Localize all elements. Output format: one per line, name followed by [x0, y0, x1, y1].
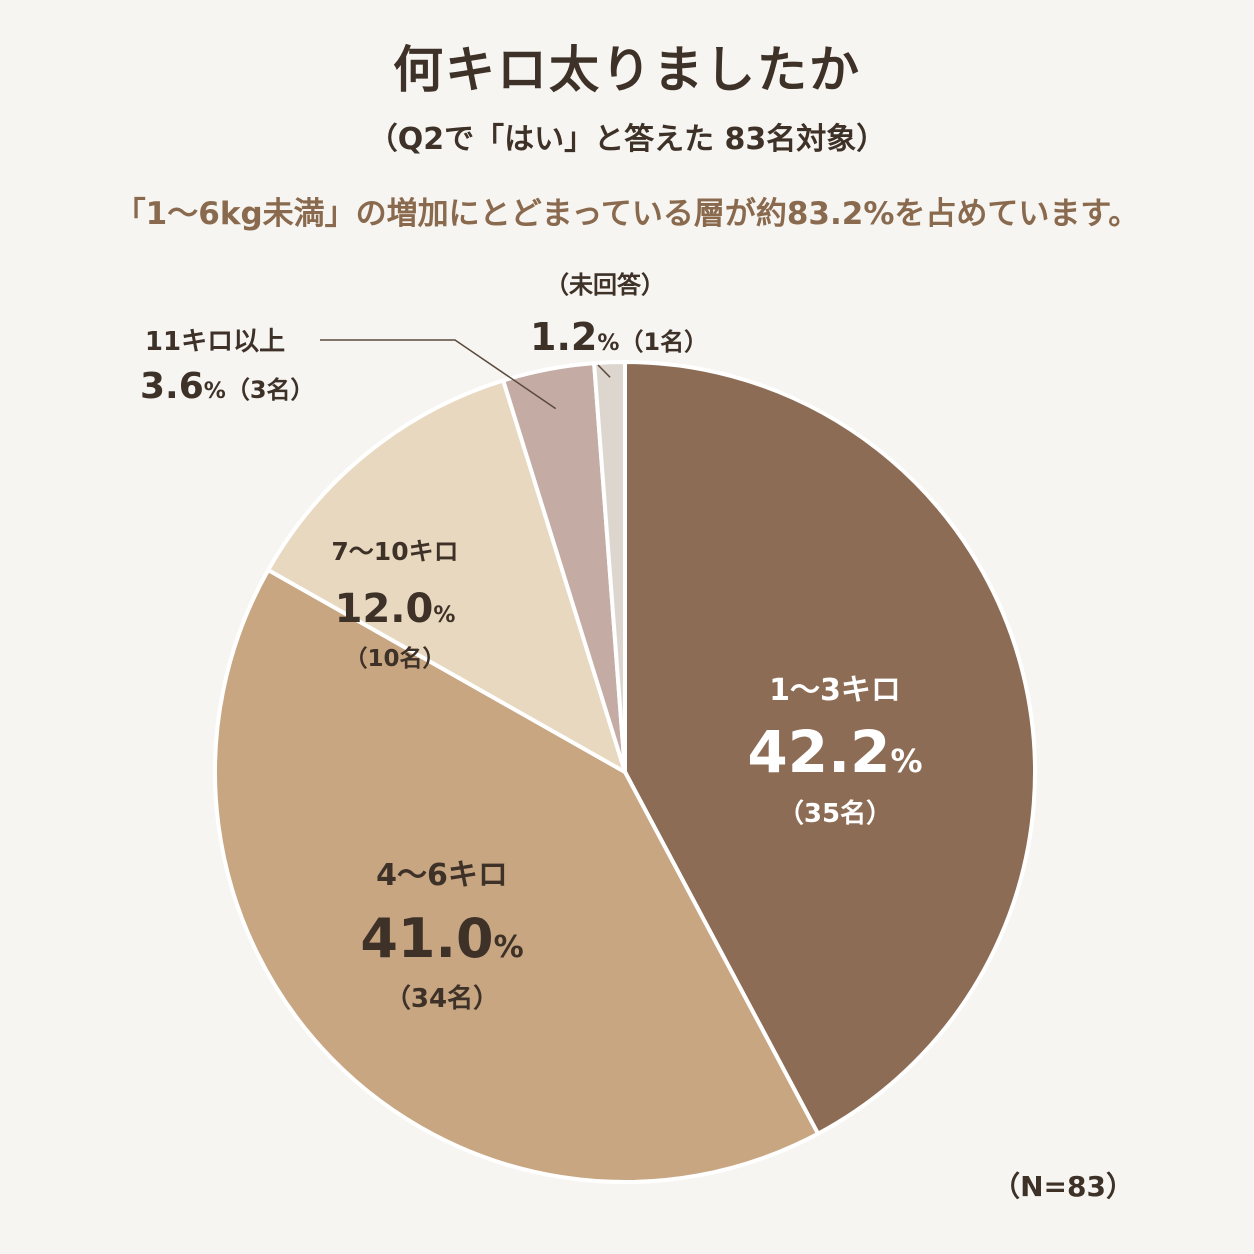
slice-label-1: 1〜3キロ 42.2% （35名）: [747, 673, 922, 829]
slice-category-label: （未回答）: [545, 271, 665, 299]
chart-note: 「1〜6kg未満」の増加にとどまっている層が約83.2%を占めています。: [114, 196, 1140, 232]
leader-lines: [320, 339, 611, 410]
slice-label-4: 11キロ以上 3.6%（3名）: [140, 327, 315, 407]
slice-percent-label: 42.2%: [747, 718, 922, 786]
chart-subtitle: （Q2で「はい」と答えた 83名対象）: [367, 122, 887, 157]
pie-slice-1: [623, 360, 1037, 1136]
leader-line-11plus: [320, 339, 557, 410]
chart-title: 何キロ太りましたか: [393, 41, 861, 99]
slice-label-5: （未回答） 1.2%（1名）: [530, 271, 708, 359]
slice-category-label: 7〜10キロ: [331, 537, 458, 566]
pie-slice-5: [592, 359, 627, 774]
sample-size-label: （N=83）: [992, 1170, 1134, 1203]
slice-category-label: 1〜3キロ: [769, 673, 901, 708]
pie-slice-3: [266, 378, 627, 774]
pie-slices: [213, 359, 1037, 1185]
leader-line-noanswer: [597, 364, 611, 378]
slice-percent-label: 3.6%（3名）: [140, 366, 315, 407]
pie-slice-2: [213, 567, 820, 1185]
slice-category-label: 11キロ以上: [145, 327, 285, 357]
slice-count-label: （10名）: [344, 645, 445, 672]
slice-count-label: （34名）: [385, 983, 499, 1014]
slice-category-label: 4〜6キロ: [376, 858, 508, 893]
slice-count-label: （35名）: [778, 798, 892, 829]
slice-percent-label: 1.2%（1名）: [530, 315, 708, 359]
